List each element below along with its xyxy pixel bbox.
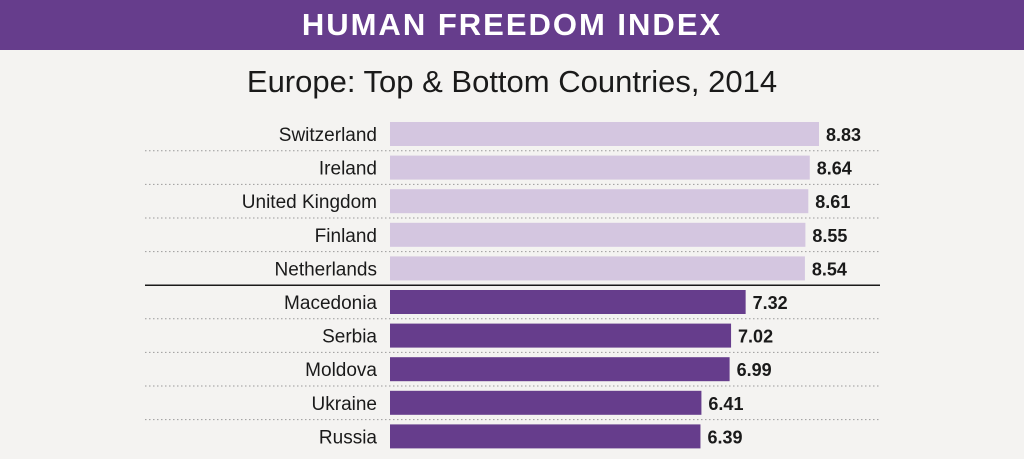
bar-macedonia: [390, 290, 746, 314]
value-label: 8.61: [815, 192, 850, 212]
bar-russia: [390, 424, 701, 449]
category-label: Moldova: [305, 360, 377, 381]
category-label: Finland: [315, 226, 377, 247]
chart-title: Europe: Top & Bottom Countries, 2014: [246, 64, 778, 99]
bar-finland: [390, 222, 806, 247]
bar-netherlands: [390, 256, 805, 281]
header-banner: HUMAN FREEDOM INDEX: [0, 0, 1024, 50]
value-label: 8.55: [812, 226, 847, 246]
value-label: 7.02: [738, 327, 773, 347]
value-label: 8.54: [812, 259, 847, 279]
bar-united-kingdom: [390, 189, 809, 214]
category-label: Ukraine: [312, 394, 377, 415]
value-label: 7.32: [753, 293, 788, 313]
value-label: 6.41: [708, 394, 743, 414]
value-label: 8.64: [817, 159, 852, 179]
bar-serbia: [390, 323, 732, 348]
category-label: Serbia: [322, 327, 377, 348]
header-title: HUMAN FREEDOM INDEX: [301, 7, 723, 42]
value-label: 8.83: [826, 125, 861, 145]
value-label: 6.99: [737, 360, 772, 380]
value-label: 6.39: [707, 427, 742, 447]
category-label: Ireland: [319, 159, 377, 180]
category-label: Switzerland: [279, 125, 377, 146]
bar-moldova: [390, 357, 730, 382]
category-label: Macedonia: [284, 293, 377, 314]
category-label: Russia: [319, 427, 378, 448]
category-label: United Kingdom: [242, 192, 377, 213]
bar-switzerland: [390, 122, 819, 146]
bar-ukraine: [390, 390, 702, 415]
bar-ireland: [390, 155, 810, 180]
category-label: Netherlands: [275, 259, 377, 280]
